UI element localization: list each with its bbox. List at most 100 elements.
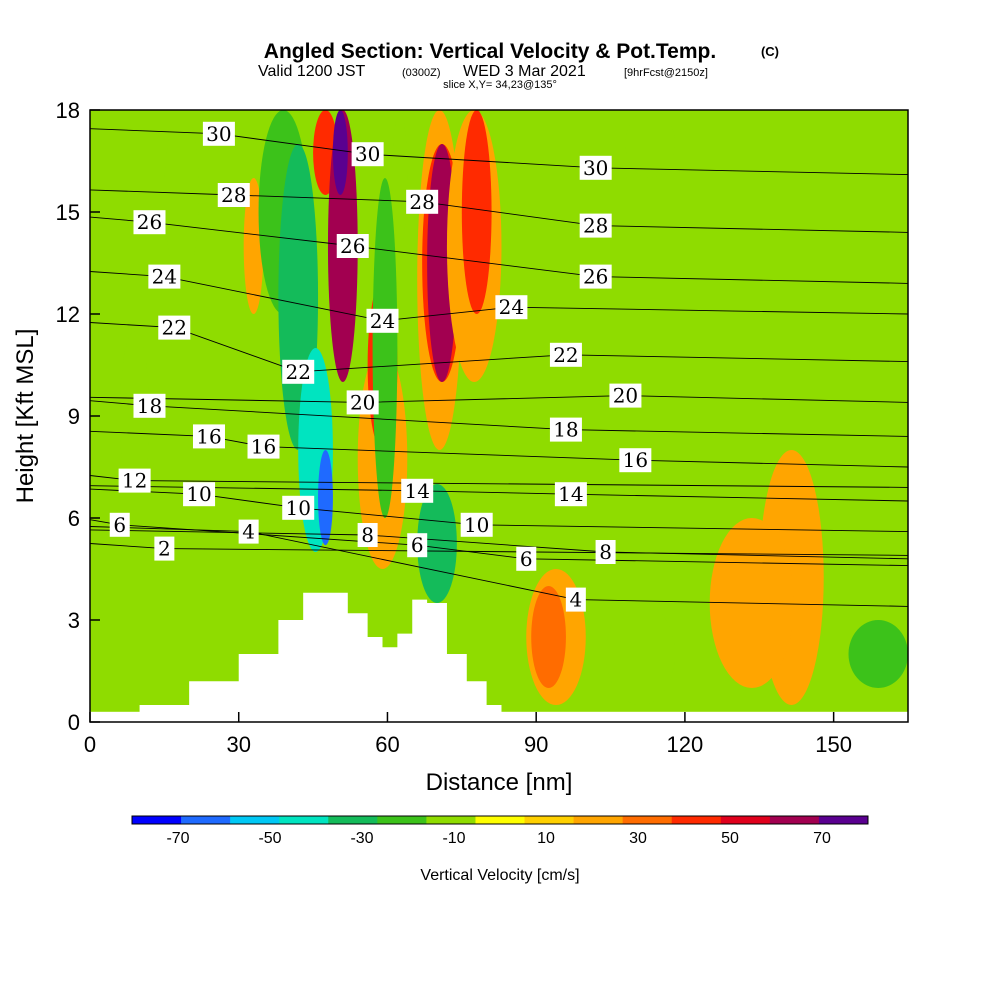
y-tick-label: 3 xyxy=(68,608,80,633)
contour-label-box xyxy=(202,121,235,146)
contour-label-30: 30 xyxy=(351,142,384,167)
contour-label-box xyxy=(406,189,439,214)
contour-label-30: 30 xyxy=(202,121,235,146)
contour-label-4: 4 xyxy=(238,519,259,544)
colorbar-title: Vertical Velocity [cm/s] xyxy=(420,867,579,884)
colorbar-swatch xyxy=(426,816,476,824)
colorbar-tick-label: -10 xyxy=(442,830,465,847)
velocity-band-12 xyxy=(372,178,398,518)
contour-label-box xyxy=(516,546,537,571)
contour-label-24: 24 xyxy=(495,295,528,320)
chart-subtitle: Valid 1200 JST (0300Z) WED 3 Mar 2021 [9… xyxy=(258,63,708,80)
contour-label-text: 24 xyxy=(370,309,395,333)
contour-label-10: 10 xyxy=(282,495,315,520)
contour-label-box xyxy=(282,359,315,384)
contour-label-text: 20 xyxy=(613,384,638,408)
contour-label-28: 28 xyxy=(406,189,439,214)
contour-label-text: 28 xyxy=(583,214,608,238)
chart-title-mark: (C) xyxy=(761,44,779,59)
colorbar-swatch xyxy=(377,816,427,824)
colorbar: -70 -50 -30 -10 10 30 50 70 xyxy=(131,815,869,847)
x-axis: 0 30 60 90 120 150 xyxy=(84,712,852,757)
contour-label-text: 10 xyxy=(464,513,489,537)
contour-label-box xyxy=(217,183,250,207)
contour-label-20: 20 xyxy=(609,383,642,408)
contour-label-box xyxy=(495,295,528,320)
contour-label-2: 2 xyxy=(154,536,175,561)
colorbar-swatch xyxy=(230,816,280,824)
colorbar-swatch xyxy=(328,816,378,824)
colorbar-tick-label: 50 xyxy=(721,830,739,847)
contour-label-box xyxy=(192,424,225,449)
contour-label-text: 4 xyxy=(242,520,255,544)
colorbar-swatch xyxy=(524,816,575,824)
contour-label-22: 22 xyxy=(549,342,582,367)
contour-label-text: 8 xyxy=(599,540,612,564)
contour-18 xyxy=(90,400,908,437)
velocity-band-25 xyxy=(625,110,675,178)
chart-title: Angled Section: Vertical Velocity & Pot.… xyxy=(264,40,716,63)
y-axis-title: Height [Kft MSL] xyxy=(12,329,39,504)
colorbar-tick-label: 10 xyxy=(537,830,555,847)
contour-label-box xyxy=(549,342,582,367)
contour-label-box xyxy=(609,383,642,408)
contour-label-text: 26 xyxy=(583,265,608,289)
contour-label-text: 18 xyxy=(137,394,162,418)
contour-label-24: 24 xyxy=(148,264,181,289)
contour-label-text: 18 xyxy=(553,418,578,442)
colorbar-swatch xyxy=(573,816,624,824)
contour-label-text: 22 xyxy=(162,316,187,340)
contour-label-22: 22 xyxy=(158,315,191,340)
y-tick-label: 9 xyxy=(68,404,80,429)
contour-label-box xyxy=(133,210,166,235)
velocity-band-22 xyxy=(605,603,675,705)
colorbar-swatch xyxy=(279,816,329,824)
contour-label-12: 12 xyxy=(118,468,151,493)
contour-label-text: 12 xyxy=(122,469,147,493)
contour-label-box xyxy=(565,587,586,612)
subtitle-valid: Valid 1200 JST xyxy=(258,63,366,80)
contour-label-text: 16 xyxy=(623,448,648,472)
contour-label-text: 8 xyxy=(361,523,374,547)
velocity-band-6 xyxy=(318,450,333,546)
contour-label-box xyxy=(401,478,434,503)
colorbar-swatch xyxy=(181,816,231,824)
contour-label-text: 14 xyxy=(404,479,429,503)
velocity-band-19 xyxy=(461,110,492,314)
contour-label-text: 20 xyxy=(350,390,375,414)
contour-label-text: 4 xyxy=(569,588,582,612)
x-tick-label: 90 xyxy=(524,732,548,757)
contour-label-box xyxy=(366,308,399,333)
contour-label-box xyxy=(579,155,612,180)
contour-label-28: 28 xyxy=(579,213,612,238)
contour-label-6: 6 xyxy=(516,546,537,571)
ground-strip xyxy=(90,711,908,722)
contour-label-text: 22 xyxy=(285,360,310,384)
contour-label-box xyxy=(579,264,612,289)
x-tick-label: 60 xyxy=(375,732,399,757)
colorbar-tick-label: 30 xyxy=(629,830,647,847)
contour-label-text: 28 xyxy=(221,183,246,207)
contour-label-box xyxy=(133,393,166,418)
y-tick-label: 12 xyxy=(56,302,80,327)
contour-label-10: 10 xyxy=(183,482,216,507)
x-tick-label: 120 xyxy=(667,732,704,757)
colorbar-swatch xyxy=(132,816,182,824)
contour-label-text: 30 xyxy=(206,122,231,146)
velocity-band-21 xyxy=(531,586,566,688)
colorbar-tick-label: -30 xyxy=(350,830,373,847)
contour-label-box xyxy=(154,536,175,561)
contour-label-text: 30 xyxy=(583,156,608,180)
contour-label-text: 26 xyxy=(340,234,365,258)
contour-label-text: 14 xyxy=(558,482,583,506)
contour-14 xyxy=(90,485,908,502)
contour-label-14: 14 xyxy=(554,482,587,507)
contour-label-box xyxy=(238,519,259,544)
colorbar-swatch xyxy=(475,816,526,824)
colorbar-tick-label: -50 xyxy=(258,830,281,847)
contour-label-text: 22 xyxy=(553,343,578,367)
contour-label-text: 2 xyxy=(158,537,171,561)
contour-label-box xyxy=(247,434,280,459)
contour-label-text: 24 xyxy=(499,295,524,319)
